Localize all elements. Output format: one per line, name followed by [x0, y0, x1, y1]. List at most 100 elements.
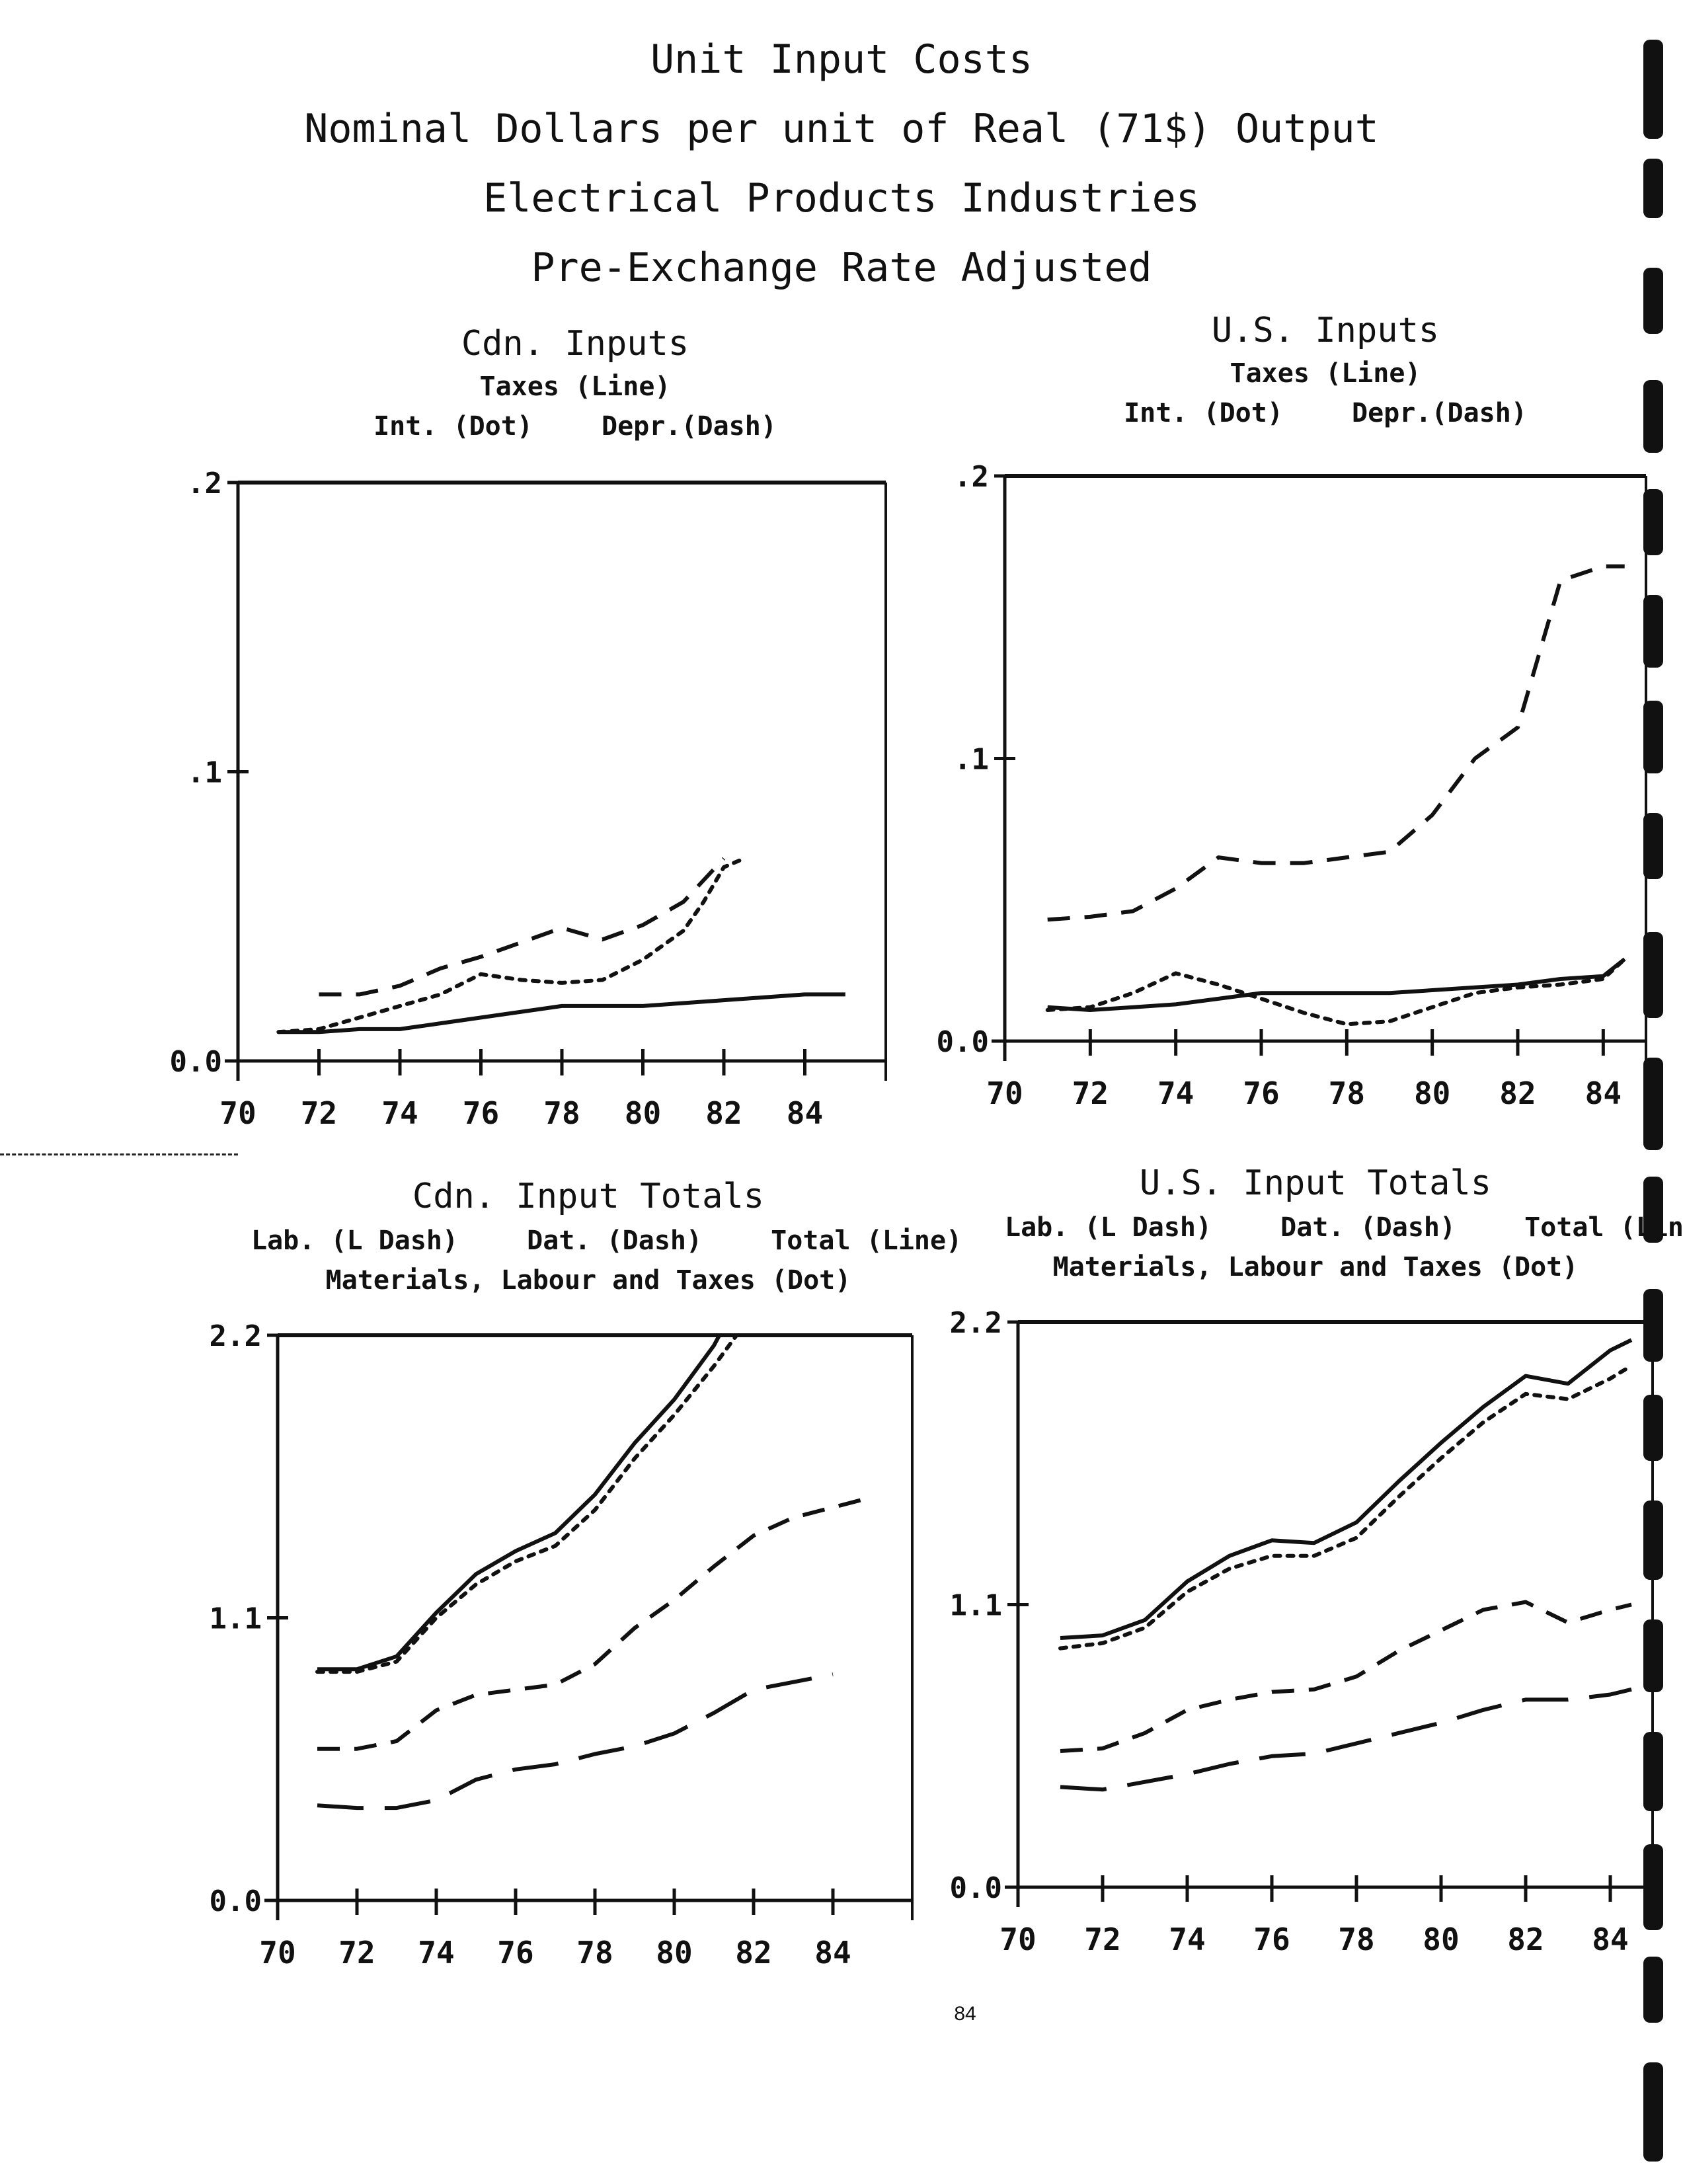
series-line-materials-labour-and-taxes [315, 1335, 739, 1674]
x-tick-label: 74 [418, 1935, 454, 1970]
legend-entry-dat: Dat. (Dash) [527, 1226, 703, 1256]
y-tick-label: .2 [187, 467, 222, 500]
binding-mark [1643, 40, 1663, 139]
binding-mark [1643, 813, 1663, 879]
series-line-taxes [1047, 957, 1626, 1012]
binding-mark [1643, 1058, 1663, 1150]
x-tick-label: 74 [1169, 1922, 1205, 1957]
chart-title: Cdn. Inputs [461, 324, 689, 364]
page-number: 84 [954, 2003, 976, 2025]
x-tick-label: 76 [497, 1935, 533, 1970]
series-line-int [1045, 957, 1627, 1027]
binding-mark [1643, 380, 1663, 453]
chart-title: U.S. Inputs [1211, 311, 1440, 350]
binding-mark [1643, 1289, 1663, 1362]
binding-mark [1643, 159, 1663, 218]
y-tick-label: .1 [187, 756, 222, 790]
series-line-total [317, 1335, 722, 1672]
x-tick-label: 82 [705, 1095, 742, 1131]
page-title-line-2: Nominal Dollars per unit of Real (71$) O… [304, 106, 1379, 152]
page-title-line-1: Unit Input Costs [650, 36, 1033, 83]
series-line-taxes [278, 992, 845, 1034]
binding-mark [1643, 932, 1663, 1018]
series-line-materials-labour-and-taxes [1058, 1364, 1633, 1651]
series-line-lab [1060, 1687, 1632, 1792]
x-tick-label: 78 [1329, 1075, 1365, 1111]
x-tick-label: 84 [1585, 1075, 1622, 1111]
series-line-dat [1060, 1600, 1632, 1753]
y-tick-label: 2.2 [210, 1319, 262, 1353]
x-tick-label: 82 [735, 1935, 771, 1970]
y-tick-label: 1.1 [210, 1602, 262, 1636]
chart-legend: Lab. (L Dash) Dat. (Dash) Total (Line) [225, 1226, 962, 1256]
page-title-line-4: Pre-Exchange Rate Adjusted [531, 245, 1152, 291]
panel-header-us-inputs: U.S. Inputs Taxes (Line) Int. (Dot) Depr… [1028, 311, 1623, 428]
x-tick-label: 78 [576, 1935, 613, 1970]
binding-mark [1643, 268, 1663, 334]
panel-header-cdn-inputs: Cdn. Inputs Taxes (Line) Int. (Dot) Depr… [278, 324, 873, 442]
panel-header-us-totals: U.S. Input Totals Lab. (L Dash) Dat. (Da… [978, 1163, 1683, 1282]
binding-mark [1643, 1844, 1663, 1930]
chart-legend: Int. (Dot) Depr.(Dash) [1028, 398, 1623, 428]
legend-entry-int: Int. (Dot) [1124, 398, 1283, 428]
x-tick-label: 70 [259, 1935, 295, 1970]
legend-entry-lab: Lab. (L Dash) [251, 1226, 459, 1256]
x-tick-label: 84 [787, 1095, 823, 1131]
x-tick-label: 82 [1507, 1922, 1544, 1957]
binding-mark [1643, 1395, 1663, 1461]
legend-entry-depr: Depr.(Dash) [602, 411, 777, 442]
legend-entry-lab: Lab. (L Dash) [1005, 1212, 1212, 1243]
chart-subtitle: Materials, Labour and Taxes (Dot) [325, 1265, 851, 1296]
series-line-depr [1047, 564, 1625, 922]
x-tick-label: 76 [1243, 1075, 1279, 1111]
chart-cdn-inputs: 0.0 .1 .2 70 72 74 76 78 80 82 84 [170, 467, 887, 1131]
x-tick-label: 78 [1338, 1922, 1374, 1957]
y-tick-label: 1.1 [950, 1589, 1002, 1623]
x-tick-label: 82 [1499, 1075, 1536, 1111]
legend-entry-total: Total (Line) [771, 1226, 962, 1256]
chart-subtitle: Taxes (Line) [479, 371, 671, 402]
x-tick-label: 80 [625, 1095, 661, 1131]
chart-cdn-input-totals: 0.0 1.1 2.2 70 72 74 76 78 80 82 84 [210, 1319, 914, 1970]
y-tick-label: .2 [954, 460, 989, 494]
x-tick-label: 80 [1414, 1075, 1450, 1111]
series-line-depr [319, 857, 726, 997]
x-tick-label: 74 [381, 1095, 418, 1131]
chart-us-input-totals: 0.0 1.1 2.2 70 72 74 76 78 80 82 84 [950, 1306, 1654, 1957]
binding-mark [1643, 595, 1663, 668]
x-tick-label: 72 [338, 1935, 375, 1970]
series-line-lab [317, 1672, 834, 1811]
binding-mark [1643, 1177, 1663, 1243]
chart-title: Cdn. Input Totals [412, 1177, 765, 1216]
y-tick-label: 0.0 [170, 1045, 222, 1079]
y-tick-label: 0.0 [210, 1885, 262, 1918]
series-line-dat [317, 1495, 873, 1751]
page-title-line-3: Electrical Products Industries [483, 175, 1200, 221]
chart-subtitle: Taxes (Line) [1230, 358, 1421, 389]
binding-mark [1643, 1619, 1663, 1692]
y-tick-label: 0.0 [937, 1025, 989, 1059]
x-tick-label: 78 [543, 1095, 580, 1131]
x-tick-label: 76 [1253, 1922, 1290, 1957]
x-tick-label: 80 [1423, 1922, 1459, 1957]
x-tick-label: 76 [463, 1095, 499, 1131]
x-tick-label: 84 [814, 1935, 851, 1970]
binding-mark [1643, 701, 1663, 773]
x-tick-label: 70 [986, 1075, 1023, 1111]
y-tick-label: 0.0 [950, 1871, 1002, 1905]
binding-mark [1643, 1957, 1663, 2023]
scan-dashed-rule [0, 1153, 238, 1155]
x-tick-label: 74 [1157, 1075, 1194, 1111]
binding-mark [1643, 1501, 1663, 1580]
x-tick-label: 72 [1072, 1075, 1109, 1111]
x-tick-label: 70 [999, 1922, 1036, 1957]
legend-entry-int: Int. (Dot) [373, 411, 533, 442]
chart-title: U.S. Input Totals [1139, 1163, 1492, 1203]
legend-entry-depr: Depr.(Dash) [1352, 398, 1527, 428]
series-line-total [1060, 1338, 1633, 1640]
binding-mark [1643, 1732, 1663, 1811]
panel-header-cdn-totals: Cdn. Input Totals Lab. (L Dash) Dat. (Da… [225, 1177, 962, 1296]
y-tick-label: .1 [954, 743, 989, 777]
x-tick-label: 70 [219, 1095, 256, 1131]
binding-mark [1643, 489, 1663, 555]
